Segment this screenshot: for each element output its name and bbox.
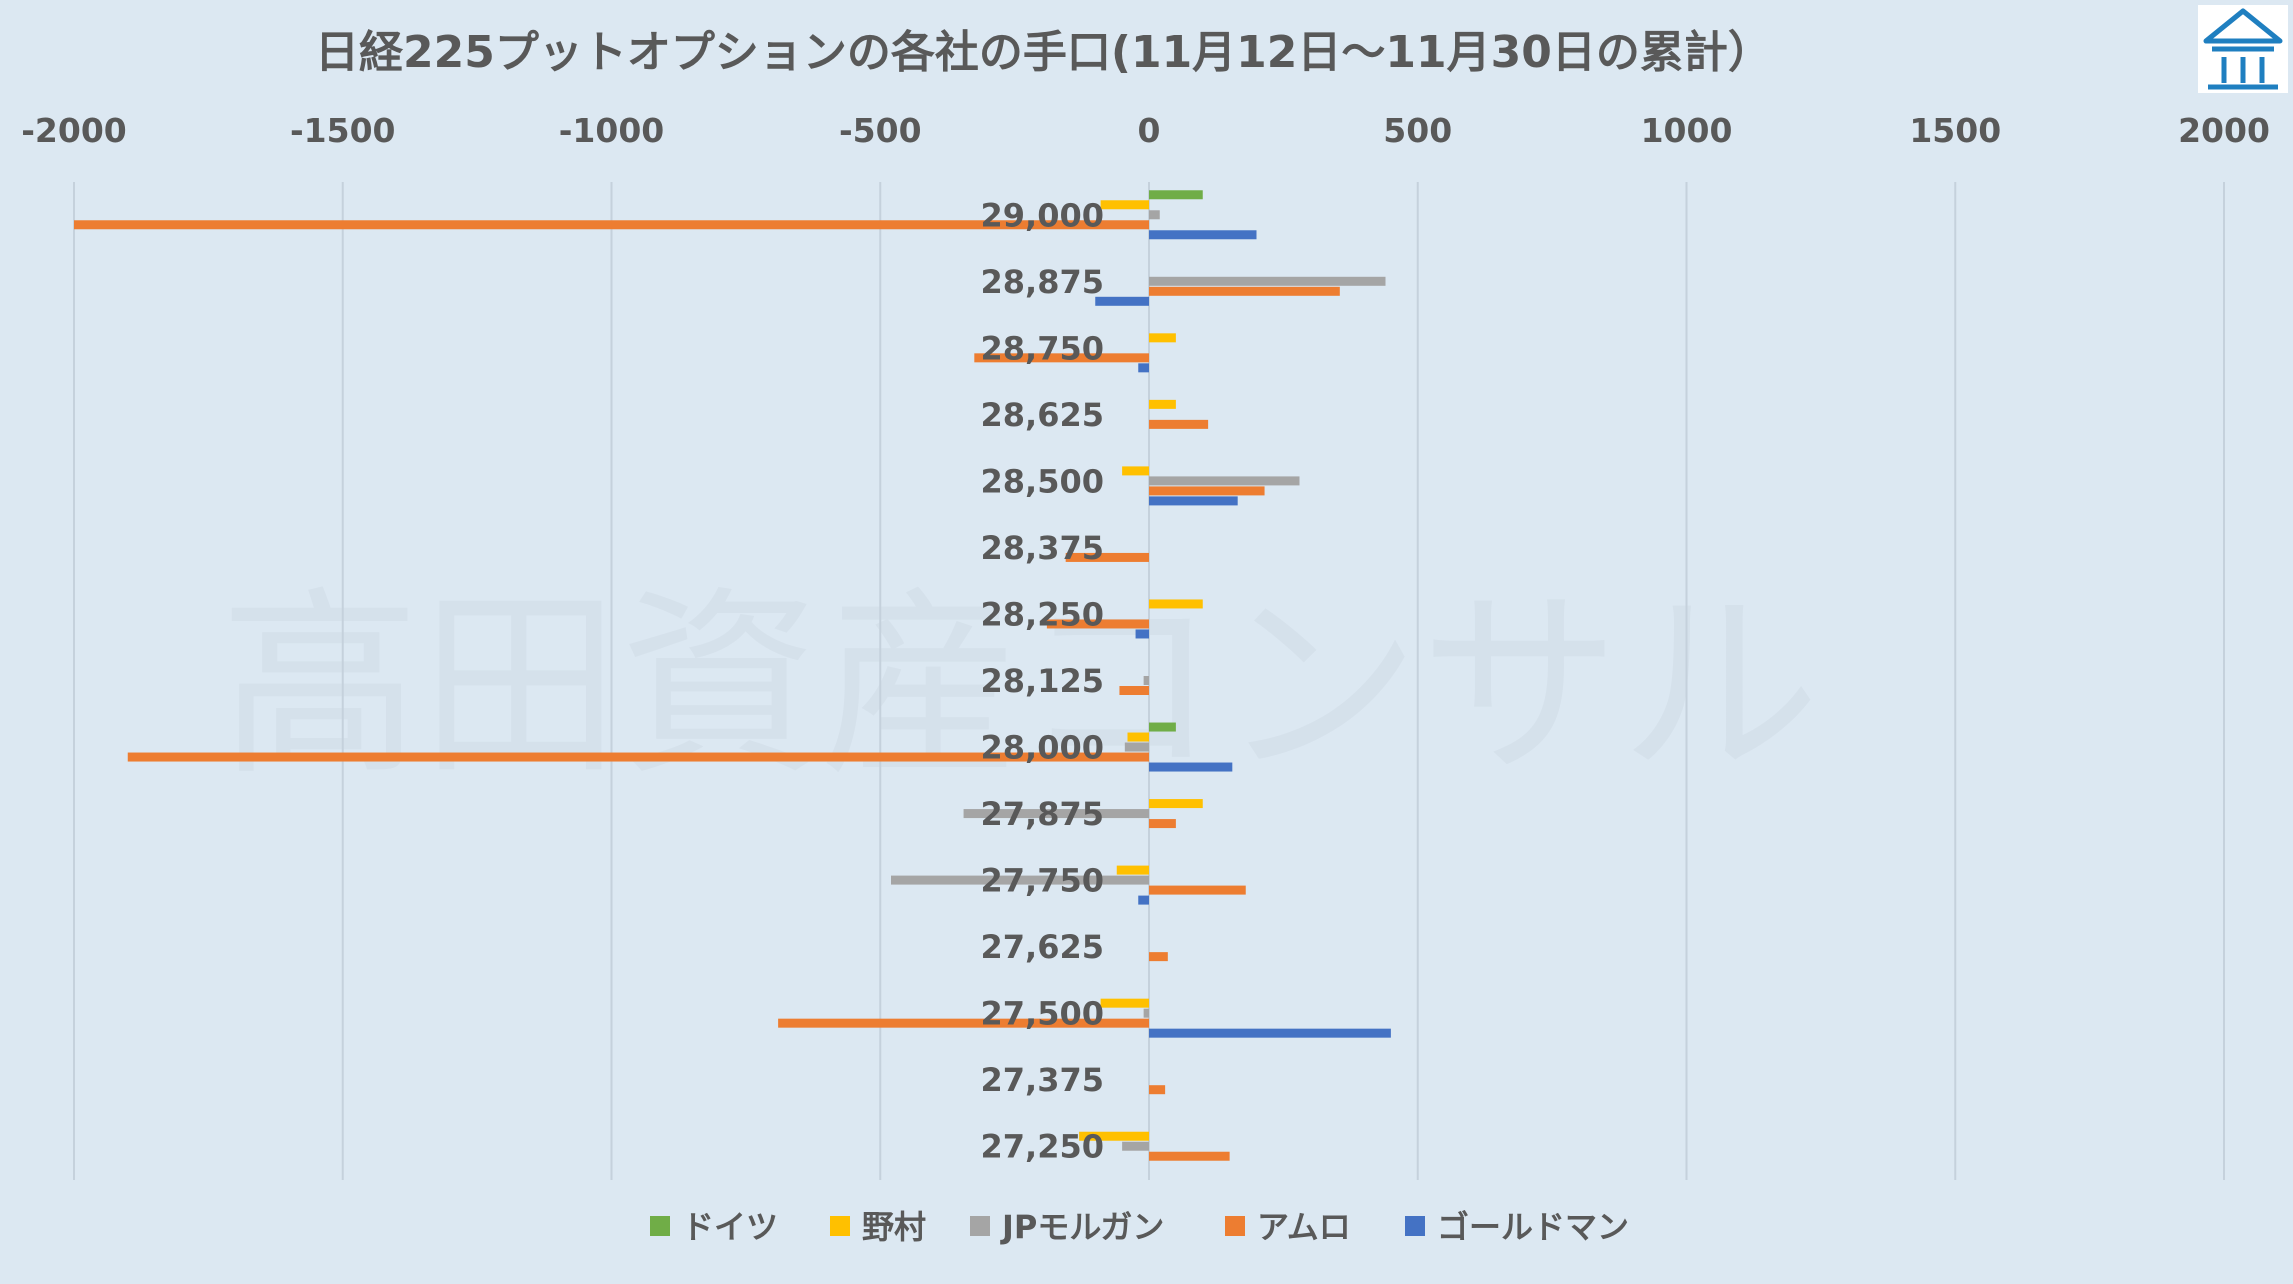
bar [1116,865,1149,875]
bars [74,190,1391,1161]
category-label: 28,000 [981,729,1104,767]
category-label: 27,250 [981,1128,1104,1166]
bar [778,1018,1149,1028]
category-label: 28,500 [981,462,1104,500]
bar [1149,276,1386,286]
x-tick-label: -1000 [559,111,665,150]
legend-label: ゴールドマン [1437,1208,1629,1246]
bar [1149,399,1176,409]
legend-swatch [1225,1216,1245,1236]
x-tick-label: -500 [839,111,922,150]
category-label: 27,750 [981,862,1104,900]
bar [1149,722,1176,732]
bar [1149,419,1209,429]
category-label: 27,375 [981,1061,1104,1099]
legend-swatch [650,1216,670,1236]
chart-title: 日経225プットオプションの各社の手口(11月12日～11月30日の累計） [315,27,1772,78]
legend-label: ドイツ [682,1208,778,1246]
watermark: 高田資産コンサル [220,570,1820,803]
bar [1149,333,1176,343]
x-tick-label: 1500 [1909,111,2001,150]
bar [1135,629,1149,639]
legend-swatch [1405,1216,1425,1236]
legend-label: アムロ [1257,1208,1351,1246]
bar [1149,1085,1166,1095]
bar [74,220,1149,230]
bar [1149,190,1203,200]
logo-roof [2203,8,2283,44]
legend: ドイツ 野村 JPモルガン アムロ ゴールドマン [650,1208,1629,1246]
bar [1149,286,1340,296]
bar [1100,200,1149,210]
x-tick-label: -1500 [290,111,396,150]
category-label: 28,375 [981,529,1104,567]
bar [1149,1151,1230,1161]
category-label: 27,625 [981,928,1104,966]
x-tick-label: 1000 [1641,111,1733,150]
x-tick-label: 0 [1138,111,1161,150]
bar [1127,732,1149,742]
category-label: 28,625 [981,396,1104,434]
bar [1143,1008,1149,1018]
bar [1065,552,1149,562]
bar [974,353,1149,363]
bar [1149,476,1300,486]
logo-icon [2198,5,2288,93]
bar [1149,599,1203,609]
bar [1149,819,1176,829]
bar [891,875,1149,885]
bar [1119,686,1149,695]
x-tick-label: 2000 [2178,111,2270,150]
bar [1149,230,1257,240]
category-label: 27,875 [981,795,1104,833]
category-label: 28,250 [981,595,1104,633]
bar [1149,1028,1391,1038]
bar [963,809,1149,819]
bar [1124,742,1149,752]
legend-swatch [830,1216,850,1236]
bar [1046,619,1149,629]
bar [1138,895,1149,905]
category-label: 29,000 [981,196,1104,234]
bar [1079,1131,1149,1141]
bar [1149,952,1168,962]
bar [1149,799,1203,809]
bar [1149,486,1265,496]
x-axis-ticks: -2000 -1500 -1000 -500 0 500 1000 1500 2000 [21,111,2270,150]
bar [1143,676,1149,685]
bar [127,752,1149,762]
bar [1149,885,1246,895]
bar [1100,998,1149,1008]
category-labels: 29,000 28,875 28,750 28,625 28,500 28,375 28,2… [981,196,1104,1165]
category-label: 28,125 [981,662,1104,700]
bar [1122,466,1149,476]
x-tick-label: 500 [1383,111,1452,150]
category-label: 28,750 [981,329,1104,367]
category-label: 27,500 [981,995,1104,1033]
x-tick-label: -2000 [21,111,127,150]
bar [1149,210,1160,220]
bar [1122,1141,1149,1151]
bar [1095,296,1149,306]
bar [1138,363,1149,373]
legend-label: JPモルガン [1000,1208,1164,1246]
legend-swatch [970,1216,990,1236]
bar [1149,762,1233,772]
legend-label: 野村 [862,1208,926,1246]
category-label: 28,875 [981,263,1104,301]
bar [1149,496,1238,506]
